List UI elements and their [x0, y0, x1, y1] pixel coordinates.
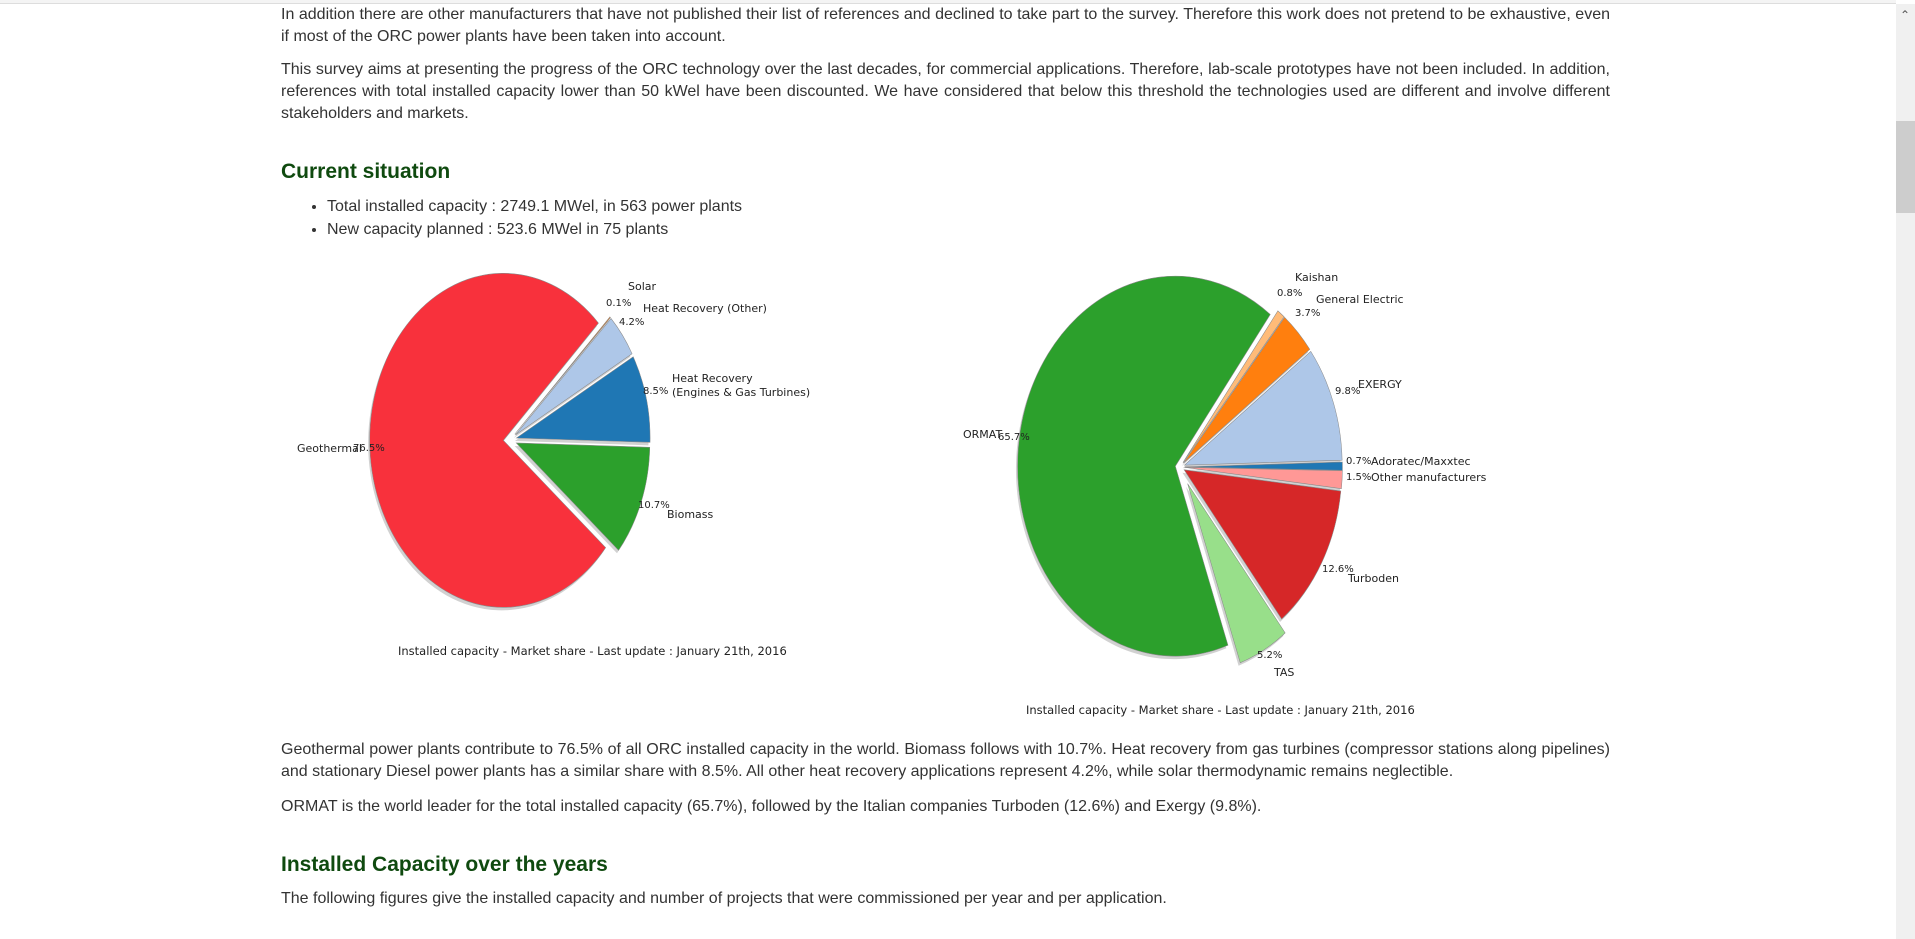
pct-label-biomass: 10.7%: [638, 500, 670, 511]
current-situation-heading: Current situation: [281, 160, 451, 183]
slice-label-solar: Solar: [628, 280, 657, 293]
pie-slice-tas: [1187, 483, 1286, 664]
pct-label-other-manufacturers: 1.5%: [1346, 472, 1372, 483]
slice-label-adoratec: Adoratec/Maxxtec: [1371, 455, 1471, 468]
slice-label-exergy: EXERGY: [1358, 378, 1402, 391]
pct-label-heat-recovery-other: 4.2%: [619, 317, 645, 328]
pie-slice-heat-recovery: [515, 356, 651, 443]
pie-slice-other-manufacturers: [1184, 467, 1343, 489]
list-item: Total installed capacity : 2749.1 MWel, …: [327, 195, 742, 218]
pie-slice-turboden: [1183, 469, 1342, 620]
current-situation-list: Total installed capacity : 2749.1 MWel, …: [281, 195, 742, 241]
pie-slice-ormat: [1017, 275, 1271, 657]
pie-slice-exergy: [1183, 350, 1343, 466]
pie-slice-solar: [514, 316, 611, 435]
pie-1: [1015, 275, 1343, 666]
slice-label-tas: TAS: [1274, 666, 1295, 679]
pct-label-general-electric: 3.7%: [1295, 308, 1321, 319]
pct-label-tas: 5.2%: [1257, 650, 1283, 661]
slice-label-general-electric: General Electric: [1316, 293, 1404, 306]
scroll-up-arrow-icon[interactable]: ⌃: [1900, 8, 1911, 22]
intro-paragraph-1: In addition there are other manufacturer…: [281, 6, 1610, 45]
pct-label-heat-recovery-engines: 8.5%: [643, 386, 669, 397]
slice-label-geothermal: Geothermal: [297, 442, 362, 455]
vertical-scrollbar[interactable]: ⌃: [1896, 4, 1915, 939]
intro-paragraph-2: This survey aims at presenting the progr…: [281, 61, 1610, 122]
pct-label-solar: 0.1%: [606, 298, 632, 309]
pct-label-ormat: 65.7%: [998, 432, 1030, 443]
slice-shadow: [513, 319, 609, 438]
pct-label-adoratec: 0.7%: [1346, 456, 1372, 467]
slice-label-turboden: Turboden: [1348, 572, 1399, 585]
slice-label-heat-recovery-other: Heat Recovery (Other): [643, 302, 767, 315]
pct-label-kaishan: 0.8%: [1277, 288, 1303, 299]
pie-0: [368, 273, 651, 611]
pct-label-exergy: 9.8%: [1335, 386, 1361, 397]
browser-top-border: [0, 0, 1896, 4]
pct-label-geothermal: 76.5%: [353, 443, 385, 454]
pie-slice-heat-recovery-other-: [515, 318, 633, 436]
slice-label-biomass: Biomass: [667, 508, 714, 521]
list-item: New capacity planned : 523.6 MWel in 75 …: [327, 218, 742, 241]
pie-slice-adoratec-maxxtec: [1184, 461, 1343, 471]
slice-label-ormat: ORMAT: [963, 428, 1003, 441]
slice-label-other-manufacturers: Other manufacturers: [1371, 471, 1487, 484]
slice-label-heat-recovery-engines: Heat Recovery (Engines & Gas Turbines): [672, 372, 811, 399]
pie-slice-kaishan: [1182, 310, 1285, 463]
leader-paragraph: ORMAT is the world leader for the total …: [281, 798, 1262, 815]
pct-label-turboden: 12.6%: [1322, 564, 1354, 575]
scrollbar-thumb[interactable]: [1896, 121, 1915, 213]
slice-label-kaishan: Kaishan: [1295, 271, 1339, 284]
pie-slice-general-electric: [1183, 316, 1311, 464]
years-paragraph: The following figures give the installed…: [281, 890, 1167, 907]
market-paragraph: Geothermal power plants contribute to 76…: [281, 741, 1610, 780]
pie-caption-application: Installed capacity - Market share - Last…: [398, 644, 787, 658]
pie-slice-geothermal: [369, 273, 607, 608]
installed-capacity-heading: Installed Capacity over the years: [281, 853, 608, 876]
pie-caption-manufacturer: Installed capacity - Market share - Last…: [1026, 703, 1415, 717]
pie-slice-biomass: [515, 442, 651, 551]
